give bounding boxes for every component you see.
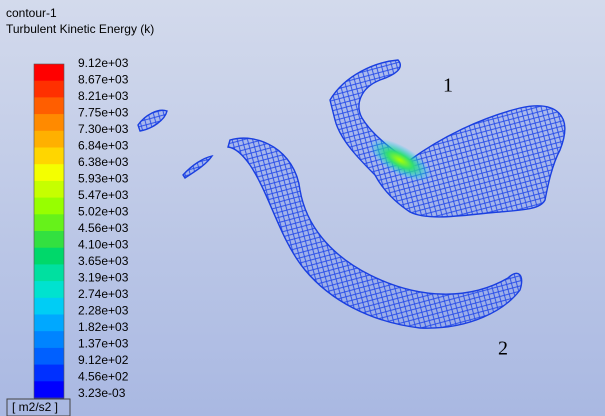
legend-label: 3.65e+03 — [78, 254, 129, 268]
colorbar-band — [34, 180, 64, 199]
colorbar-band — [34, 264, 64, 282]
colorbar-band — [34, 164, 64, 182]
colorbar-band — [34, 214, 64, 232]
colorbar-band — [34, 114, 64, 132]
colorbar-band — [34, 197, 64, 215]
colorbar-band — [34, 364, 64, 382]
colorbar-band — [34, 297, 64, 315]
colorbar-band — [34, 147, 64, 165]
colorbar-band — [34, 314, 64, 332]
colorbar-band — [34, 281, 64, 299]
legend-label: 6.84e+03 — [78, 139, 129, 153]
legend-label: 4.56e+03 — [78, 221, 129, 235]
annotation: 2 — [498, 338, 508, 360]
legend-label: 7.30e+03 — [78, 122, 129, 136]
legend-label: 5.02e+03 — [78, 205, 129, 219]
colorbar-frame — [33, 63, 65, 399]
mesh-region — [182, 154, 214, 179]
units-label: [ m2/s2 ] — [12, 400, 58, 414]
legend-label: 2.28e+03 — [78, 304, 129, 318]
legend-label: 2.74e+03 — [78, 287, 129, 301]
legend-label: 1.37e+03 — [78, 337, 129, 351]
legend-label: 5.93e+03 — [78, 172, 129, 186]
legend-label: 9.12e+02 — [78, 353, 129, 367]
mesh-region — [329, 59, 566, 218]
colorbar-band — [34, 130, 64, 148]
legend-label: 4.56e+02 — [78, 370, 129, 384]
variable-name: Turbulent Kinetic Energy (k) — [6, 22, 154, 36]
mesh-region — [227, 137, 523, 329]
colorbar-band — [34, 97, 64, 115]
annotation: 1 — [443, 75, 453, 97]
colorbar-band — [34, 64, 64, 82]
colorbar-band — [34, 331, 64, 349]
hotspot — [368, 138, 432, 182]
legend-label: 5.47e+03 — [78, 188, 129, 202]
colorbar-band — [34, 231, 64, 249]
colorbar-band — [34, 381, 64, 399]
colorbar-band — [34, 247, 64, 265]
legend-label: 3.19e+03 — [78, 271, 129, 285]
legend-label: 8.67e+03 — [78, 73, 129, 87]
units-box — [6, 398, 71, 416]
mesh-region — [137, 109, 168, 132]
legend-label: 6.38e+03 — [78, 155, 129, 169]
legend-label: 4.10e+03 — [78, 238, 129, 252]
contour-title: contour-1 — [6, 6, 57, 20]
mesh-geometry — [137, 59, 566, 329]
legend-label: 9.12e+03 — [78, 56, 129, 70]
colorbar-band — [34, 80, 64, 98]
colorbar-band — [34, 347, 64, 366]
legend-label: 1.82e+03 — [78, 320, 129, 334]
legend-label: 7.75e+03 — [78, 106, 129, 120]
legend-label: 3.23e-03 — [78, 386, 126, 400]
colorbar: 9.12e+03 8.67e+03 8.21e+03 7.75e+03 7.30e+03… — [33, 56, 129, 400]
legend-label: 8.21e+03 — [78, 89, 129, 103]
